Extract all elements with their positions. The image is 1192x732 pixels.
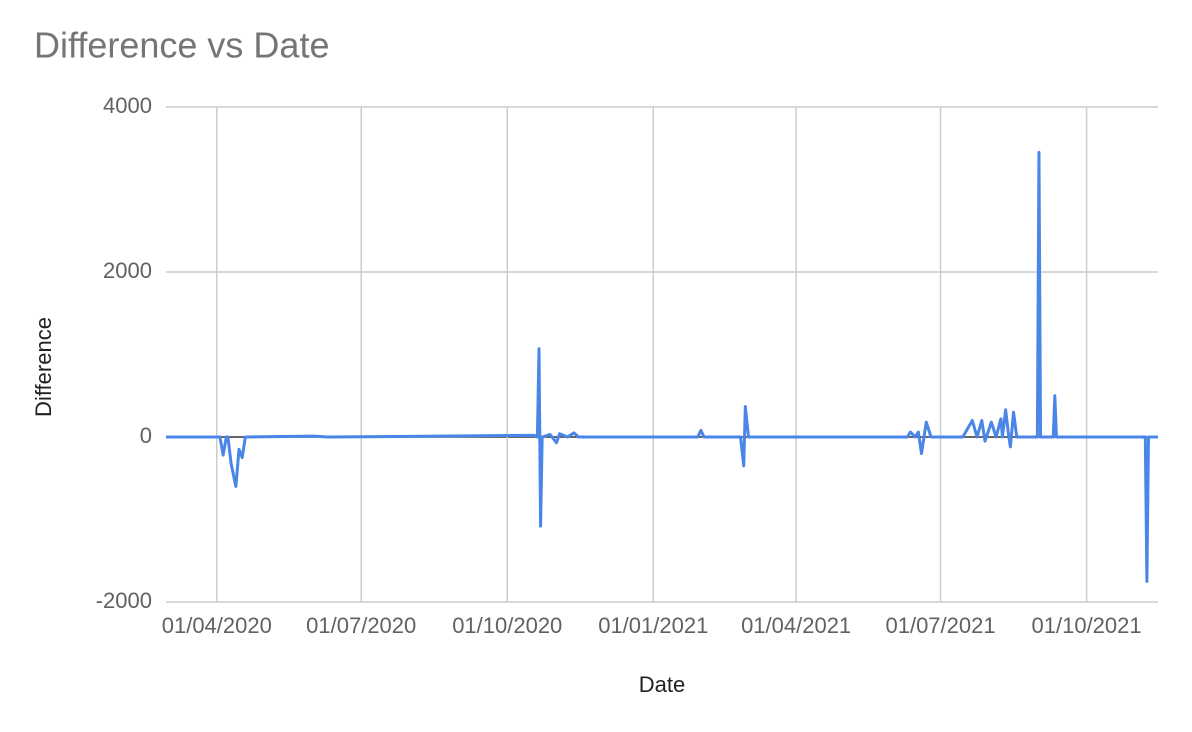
y-tick-label: -2000 [96,588,152,613]
x-axis-title: Date [639,672,685,697]
y-tick-label: 4000 [103,93,152,118]
data-line [166,150,1158,583]
y-tick-label: 2000 [103,258,152,283]
x-tick-label: 01/04/2020 [162,613,272,638]
x-tick-label: 01/10/2020 [452,613,562,638]
x-tick-label: 01/04/2021 [741,613,851,638]
y-tick-label: 0 [140,423,152,448]
x-tick-label: 01/07/2021 [885,613,995,638]
x-tick-label: 01/01/2021 [598,613,708,638]
x-tick-label: 01/07/2020 [306,613,416,638]
chart-title: Difference vs Date [34,25,329,66]
y-axis-title: Difference [31,317,56,417]
x-tick-label: 01/10/2021 [1032,613,1142,638]
